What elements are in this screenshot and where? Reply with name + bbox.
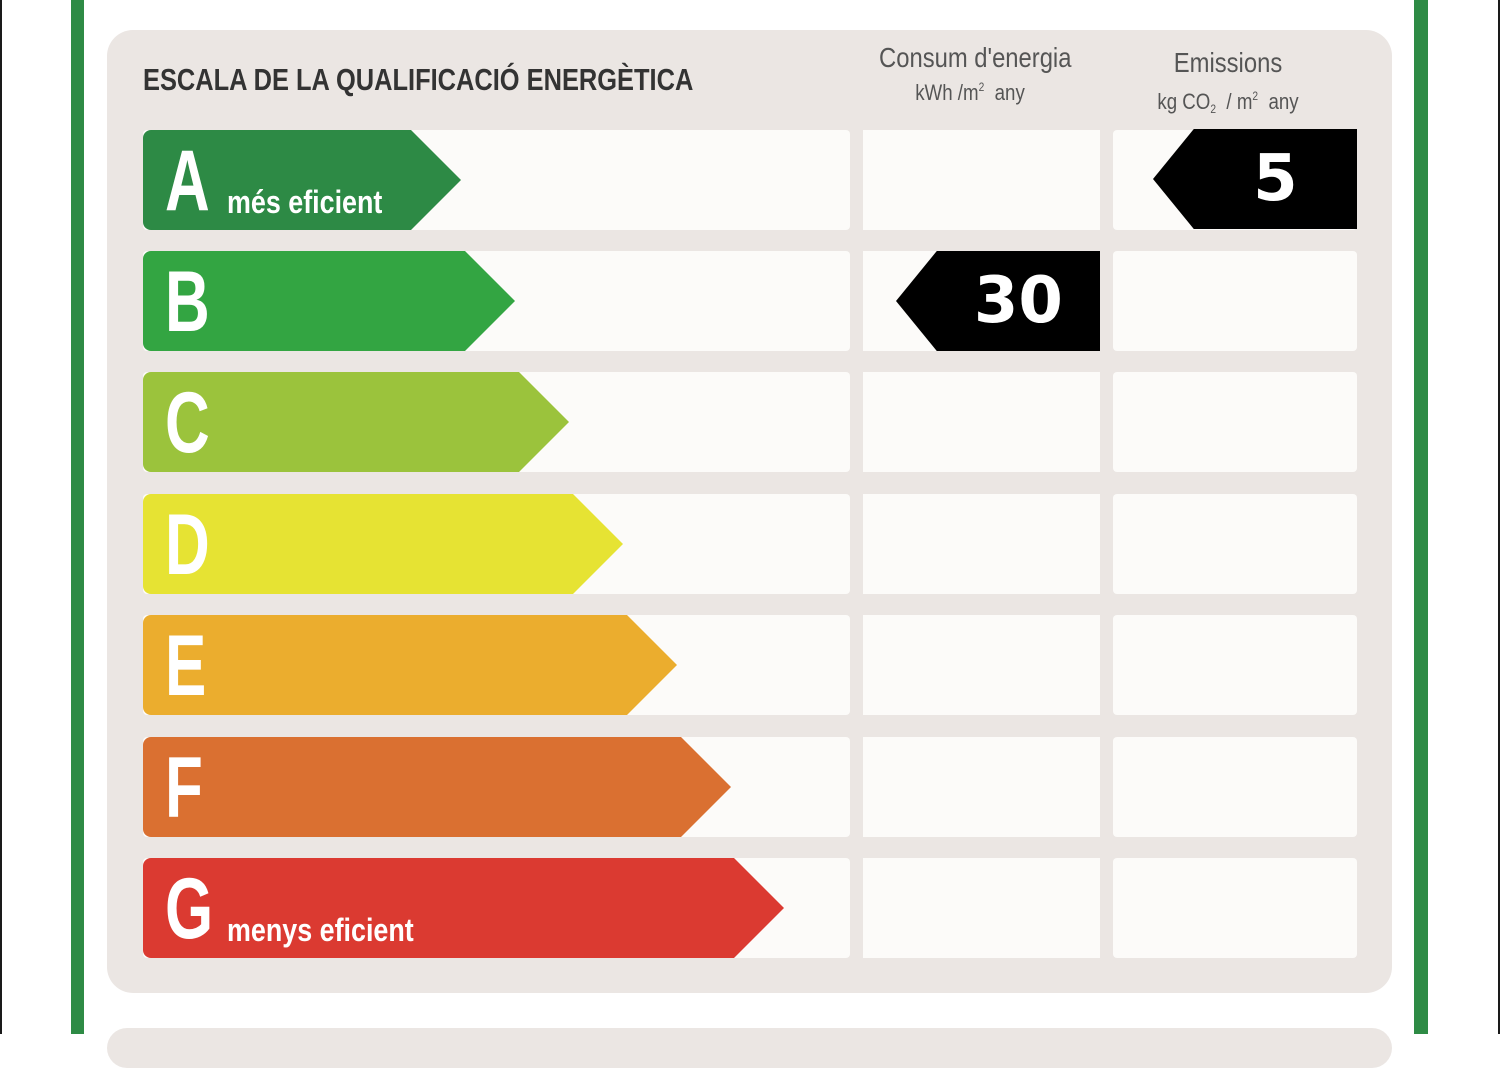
scale-title: ESCALA DE LA QUALIFICACIÓ ENERGÈTICA	[143, 62, 694, 97]
energy-rating-marker: 30	[896, 251, 1100, 351]
rating-row-c: C	[143, 372, 1357, 472]
class-letter: E	[165, 618, 207, 714]
emissions-rating-value: 5	[1253, 142, 1298, 216]
emissions-column-title: Emissions	[1173, 47, 1283, 78]
energy-column-unit: kWh /m2 any	[915, 80, 1025, 105]
frame-stripe-left	[71, 0, 84, 1034]
class-arrow-c: C	[143, 372, 569, 472]
energy-cell	[863, 372, 1100, 472]
class-letter: A	[165, 133, 210, 229]
frame-stripe-right	[1414, 0, 1428, 1034]
class-sublabel: més eficient	[227, 184, 383, 220]
rating-row-e: E	[143, 615, 1357, 715]
class-arrow-d: D	[143, 494, 623, 594]
rating-row-f: F	[143, 737, 1357, 837]
class-arrow-b: B	[143, 251, 515, 351]
next-panel-edge	[107, 1028, 1392, 1068]
rating-row-d: D	[143, 494, 1357, 594]
emissions-cell	[1113, 615, 1357, 715]
energy-cell	[863, 615, 1100, 715]
class-letter: C	[165, 375, 210, 471]
class-arrow-e: E	[143, 615, 677, 715]
emissions-cell	[1113, 737, 1357, 837]
outer-border-right	[1498, 0, 1500, 1034]
class-letter: F	[165, 740, 203, 836]
energy-cell	[863, 494, 1100, 594]
energy-cell	[863, 737, 1100, 837]
energy-column-header: Consum d'energia kWh /m2 any	[863, 42, 1077, 106]
emissions-rating-marker: 5	[1153, 129, 1357, 229]
outer-border-left	[0, 0, 2, 1034]
class-arrow-f: F	[143, 737, 731, 837]
emissions-cell	[1113, 251, 1357, 351]
class-letter: B	[165, 254, 210, 350]
emissions-column-unit: kg CO2 / m2 any	[1157, 89, 1299, 116]
energy-cell	[863, 858, 1100, 958]
class-letter: G	[165, 861, 214, 957]
class-sublabel: menys eficient	[227, 912, 414, 948]
emissions-cell	[1113, 858, 1357, 958]
energy-cell	[863, 130, 1100, 230]
class-letter: D	[165, 497, 210, 593]
energy-rating-value: 30	[973, 264, 1063, 338]
emissions-cell	[1113, 494, 1357, 594]
rating-row-b: B 30	[143, 251, 1357, 351]
emissions-cell	[1113, 372, 1357, 472]
emissions-column-header: Emissions kg CO2 / m2 any	[1113, 47, 1343, 116]
energy-column-title: Consum d'energia	[879, 42, 1072, 73]
